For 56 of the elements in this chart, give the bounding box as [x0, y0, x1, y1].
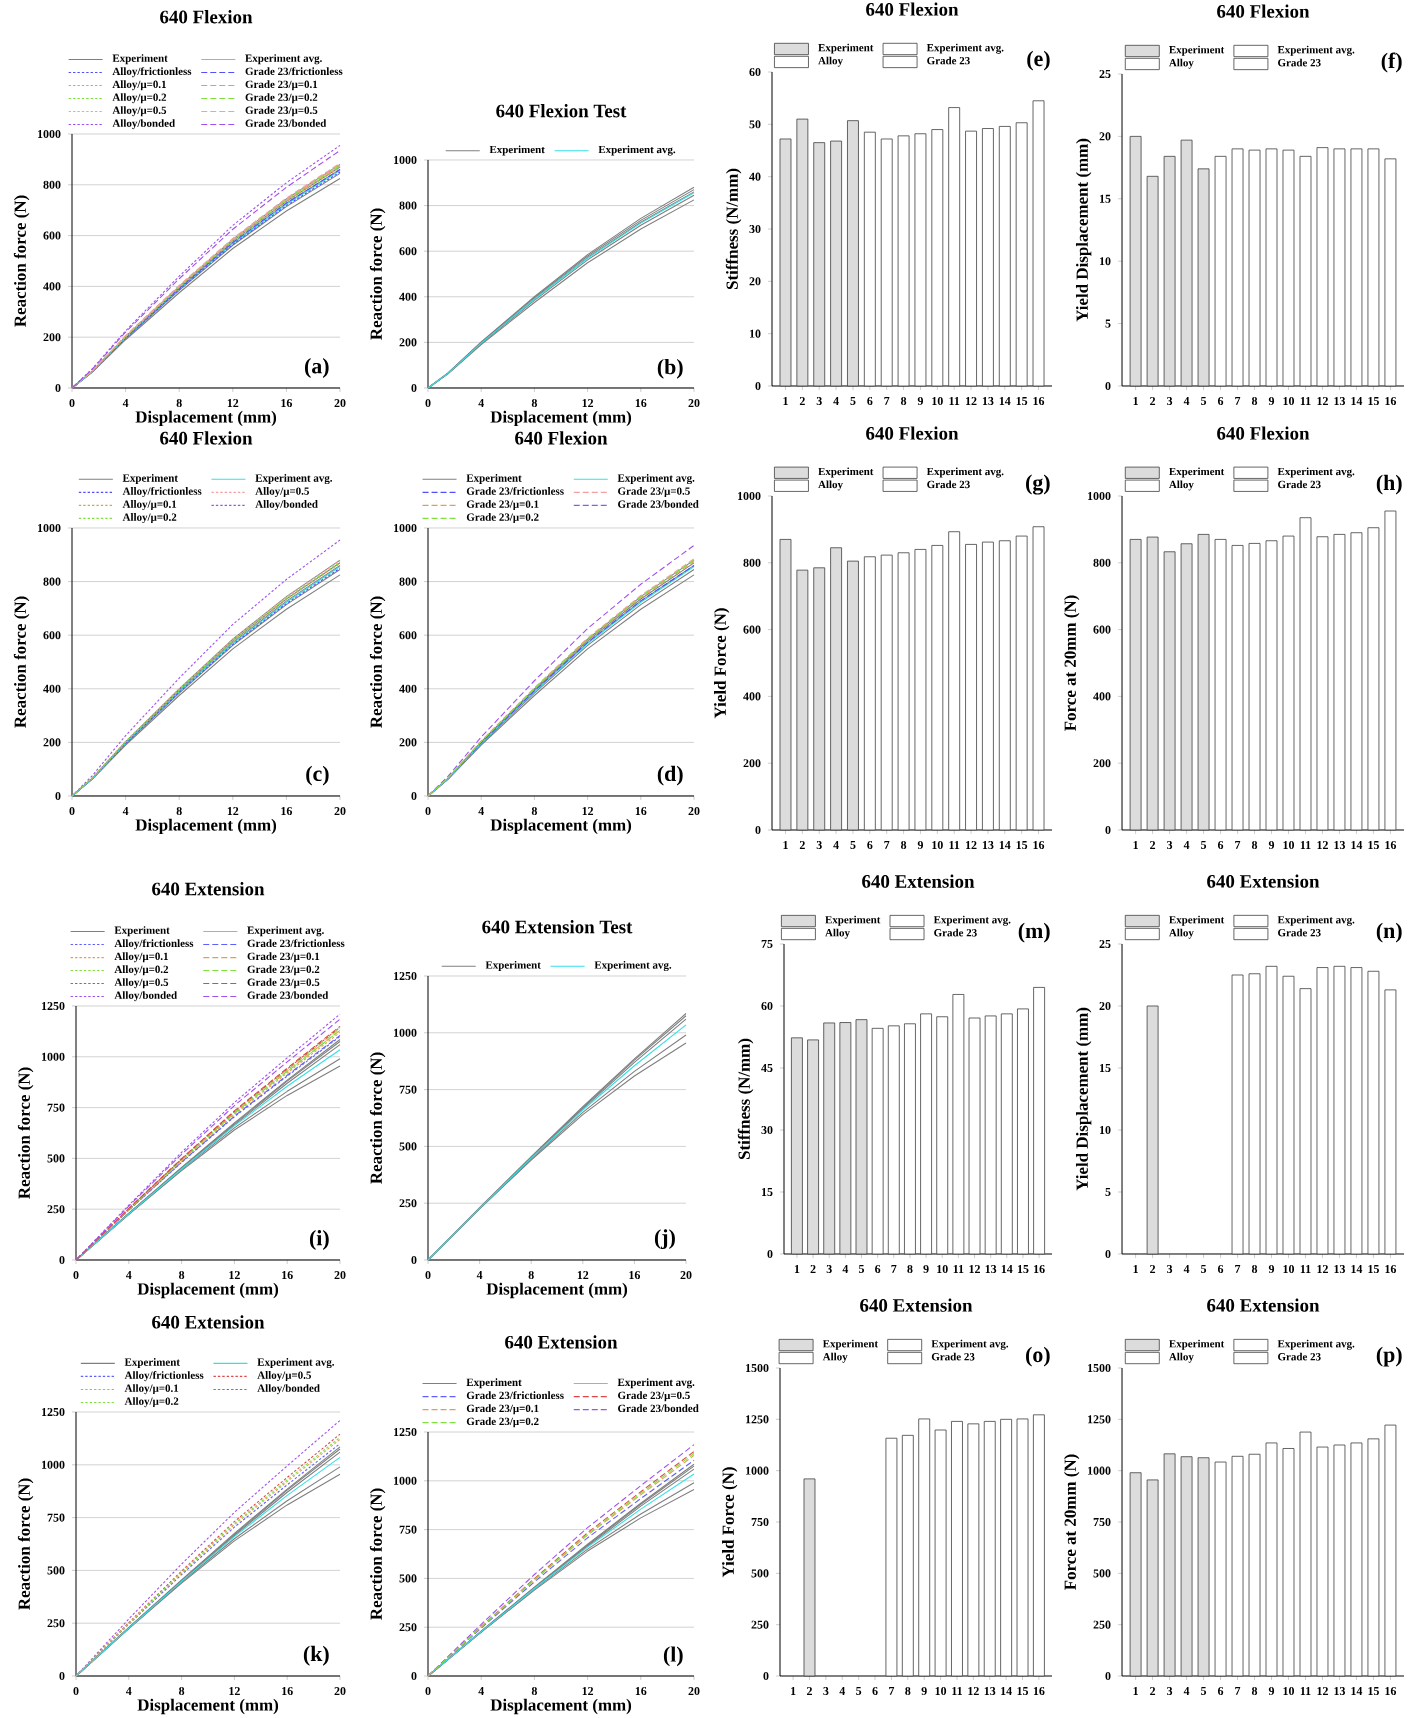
y-axis-title: Yield Displacement (mm)	[1075, 138, 1092, 322]
y-axis-title: Yield Displacement (mm)	[1075, 1007, 1092, 1191]
y-axis-title: Reaction force (N)	[369, 1052, 386, 1184]
text: (m)	[1018, 922, 1050, 943]
x-axis-title: Displacement (mm)	[490, 410, 632, 427]
annotation: (b)	[657, 358, 683, 379]
chart-title: 640 Extension	[505, 1335, 618, 1349]
chart-title: 640 Flexion	[866, 426, 959, 440]
chart-title: 640 Extension	[862, 874, 975, 888]
y-axis-title: Reaction force (N)	[13, 195, 30, 327]
y-axis-title: Reaction force (N)	[13, 596, 30, 728]
text: (h)	[1376, 474, 1402, 495]
x-axis-title: Displacement (mm)	[135, 410, 277, 427]
text: (o)	[1026, 1346, 1050, 1367]
y-axis-title: Reaction force (N)	[17, 1478, 34, 1610]
y-axis-title: Force at 20mm (N)	[1064, 595, 1080, 731]
annotation: (l)	[663, 1646, 683, 1667]
chart-title: 640 Flexion	[866, 2, 959, 16]
chart-title: 640 Extension	[152, 882, 265, 896]
x-axis-title: Displacement (mm)	[486, 1282, 628, 1299]
x-axis-title: Displacement (mm)	[137, 1282, 279, 1299]
text: (e)	[1027, 50, 1050, 71]
x-axis-title: Displacement (mm)	[135, 818, 277, 835]
annotation: (i)	[309, 1230, 329, 1250]
y-axis-title: Yield Force (N)	[714, 608, 730, 719]
chart-title: 640 Flexion	[160, 10, 253, 24]
annotation: (c)	[306, 765, 329, 786]
y-axis-title: Reaction force (N)	[369, 1488, 386, 1620]
chart-title: 640 Flexion	[515, 431, 608, 445]
y-axis-title: Reaction force (N)	[369, 208, 386, 340]
chart-title: 640 Extension	[860, 1298, 973, 1312]
annotation: (j)	[654, 1229, 675, 1250]
text: (g)	[1026, 474, 1050, 495]
y-axis-title: Stiffness (N/mm)	[737, 1038, 754, 1160]
x-axis-title: Displacement (mm)	[490, 818, 632, 835]
chart-title: 640 Extension	[152, 1315, 265, 1329]
y-axis-title: Stiffness (N/mm)	[725, 168, 742, 289]
annotation: (a)	[304, 358, 329, 378]
text: (f)	[1381, 52, 1402, 73]
y-axis-title: Force at 20mm (N)	[1064, 1454, 1080, 1590]
y-axis-title: Yield Force (N)	[722, 1467, 738, 1578]
text: (n)	[1376, 922, 1402, 943]
chart-title: 640 Extension Test	[482, 920, 633, 934]
annotation: (k)	[303, 1645, 329, 1666]
chart-title: 640 Flexion	[1217, 426, 1310, 440]
text: (p)	[1376, 1346, 1402, 1367]
chart-title: 640 Flexion Test	[496, 104, 627, 118]
chart-title: 640 Flexion	[160, 431, 253, 445]
chart-title: 640 Extension	[1207, 874, 1320, 888]
x-axis-title: Displacement (mm)	[490, 1698, 632, 1715]
chart-title: 640 Flexion	[1217, 4, 1310, 18]
y-axis-title: Reaction force (N)	[17, 1067, 34, 1199]
chart-title: 640 Extension	[1207, 1298, 1320, 1312]
annotation: (d)	[657, 765, 683, 786]
y-axis-title: Reaction force (N)	[369, 596, 386, 728]
x-axis-title: Displacement (mm)	[137, 1698, 279, 1715]
